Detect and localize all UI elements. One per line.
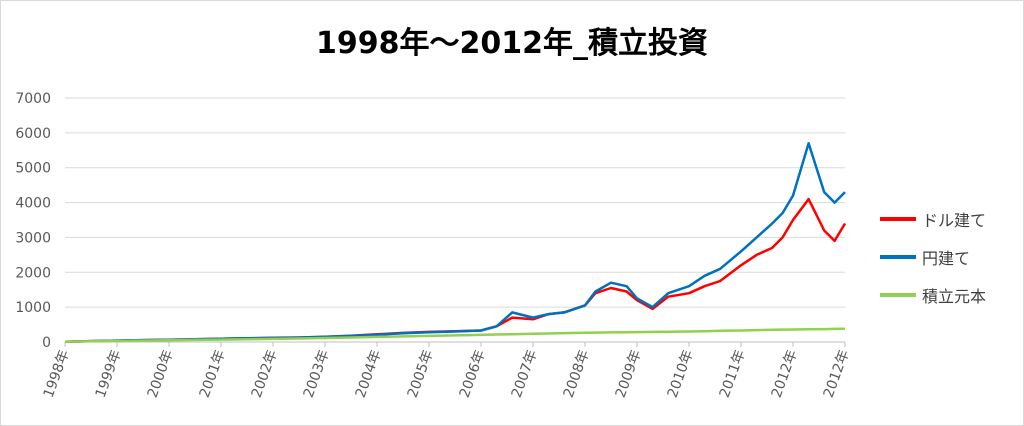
x-tick-label: 2000年 [145, 348, 177, 400]
x-tick-label: 2011年 [717, 348, 749, 400]
x-tick-label: 2007年 [509, 348, 541, 400]
legend-label-yen: 円建て [922, 249, 971, 268]
y-tick-label: 0 [42, 335, 51, 351]
x-tick-label: 2012年 [821, 348, 853, 400]
series-line-2 [64, 327, 846, 343]
legend: ドル建て 円建て 積立元本 [880, 200, 986, 314]
series-line-0 [64, 197, 847, 343]
legend-swatch-yen [880, 255, 916, 259]
y-tick-label: 1000 [15, 300, 51, 316]
legend-label-dollar: ドル建て [922, 211, 987, 230]
x-tick-label: 2009年 [613, 348, 645, 400]
x-tick-label: 2012年 [769, 348, 801, 400]
legend-label-principal: 積立元本 [922, 287, 987, 306]
y-tick-label: 2000 [15, 265, 51, 281]
legend-item-principal: 積立元本 [880, 276, 986, 314]
y-tick-label: 6000 [15, 126, 51, 142]
series-line-1 [64, 142, 846, 343]
legend-item-dollar: ドル建て [880, 200, 986, 238]
x-tick-label: 1998年 [41, 348, 73, 400]
y-tick-label: 4000 [15, 196, 51, 212]
legend-swatch-principal [880, 293, 916, 297]
y-tick-label: 5000 [15, 161, 51, 177]
chart-title: 1998年〜2012年_積立投資 [316, 26, 708, 61]
x-tick-label: 2003年 [301, 348, 333, 400]
legend-item-yen: 円建て [880, 238, 986, 276]
x-tick-label: 2006年 [457, 348, 489, 400]
x-tick-label: 1999年 [93, 348, 125, 400]
x-tick-label: 2008年 [561, 348, 593, 400]
x-tick-label: 2004年 [353, 348, 385, 400]
y-tick-label: 3000 [15, 230, 51, 246]
x-tick-label: 2001年 [197, 348, 229, 400]
legend-swatch-dollar [880, 217, 916, 221]
x-tick-label: 2010年 [665, 348, 697, 400]
x-tick-label: 2005年 [405, 348, 437, 400]
x-tick-label: 2002年 [249, 348, 281, 400]
y-tick-label: 7000 [15, 91, 51, 107]
